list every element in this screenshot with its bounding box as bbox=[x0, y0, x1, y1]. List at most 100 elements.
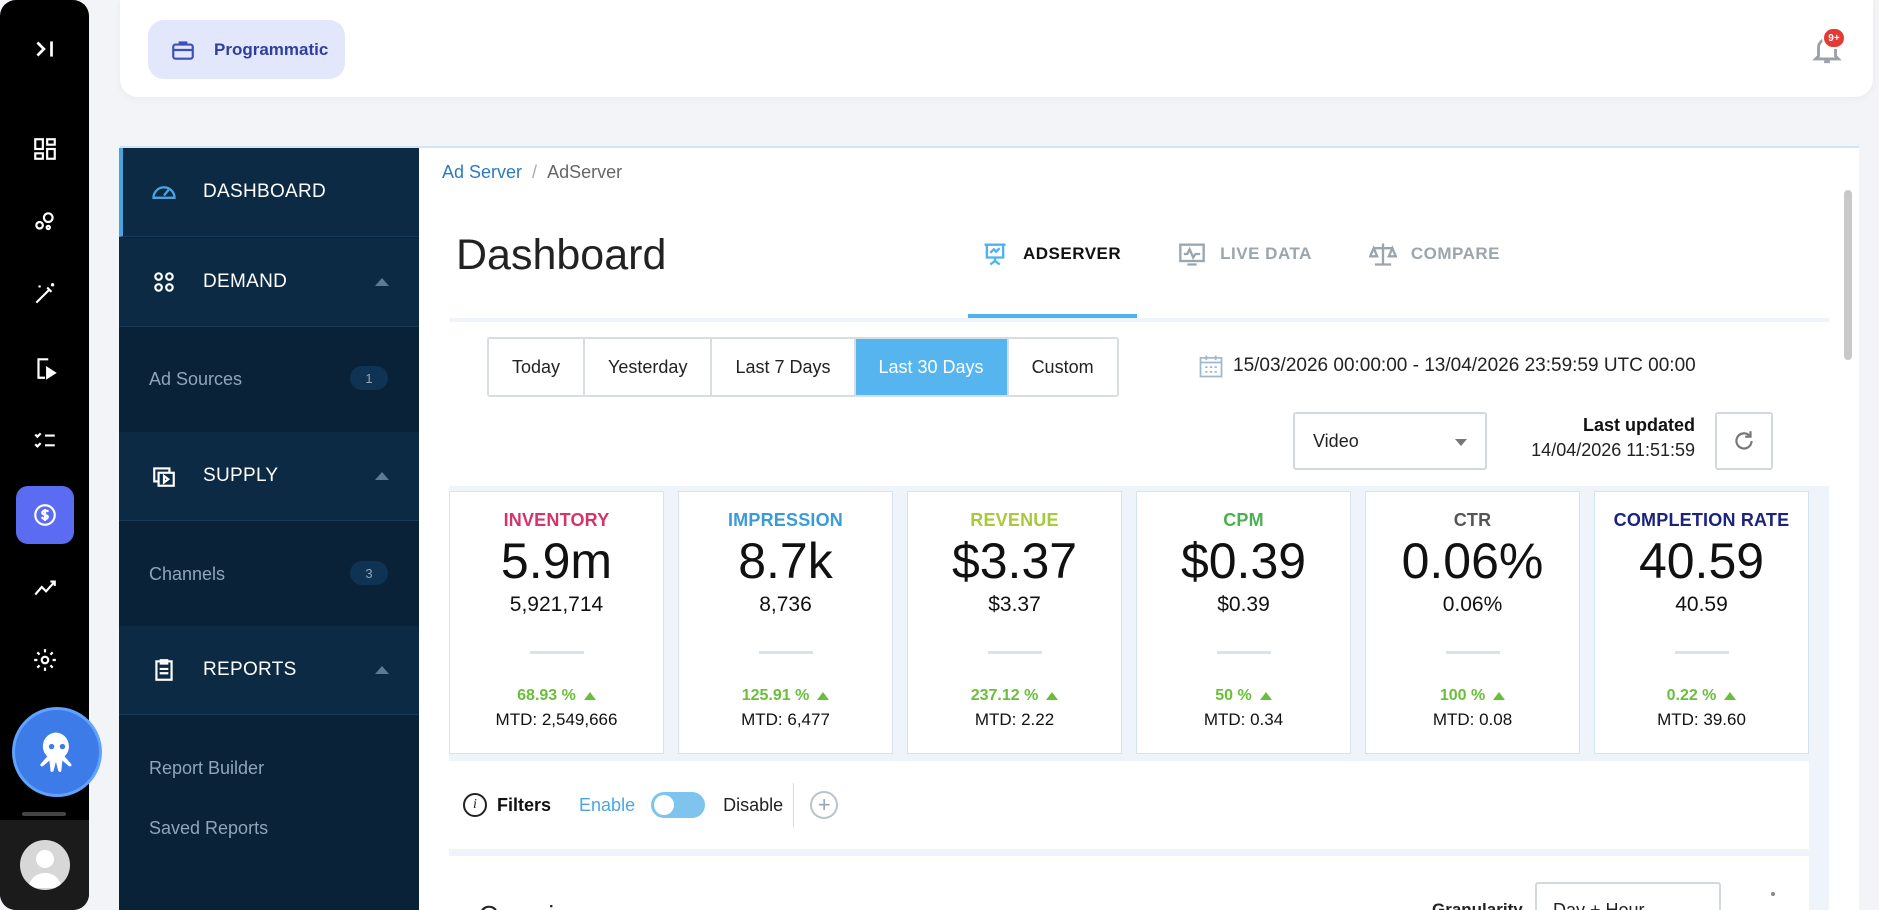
divider bbox=[529, 651, 584, 654]
arrow-up-icon bbox=[817, 692, 830, 700]
date-button-today[interactable]: Today bbox=[489, 339, 586, 395]
tab-label: COMPARE bbox=[1410, 244, 1500, 263]
scrollbar[interactable] bbox=[1844, 190, 1852, 360]
metric-card-impression[interactable]: IMPRESSION 8.7k 8,736 125.91 % MTD: 6,47… bbox=[678, 491, 893, 754]
date-range-display[interactable]: 15/03/2026 00:00:00 - 13/04/2026 23:59:5… bbox=[1197, 352, 1696, 380]
analytics-icon[interactable] bbox=[26, 568, 64, 606]
date-button-custom[interactable]: Custom bbox=[1008, 339, 1117, 395]
chevron-down-icon bbox=[1455, 439, 1467, 446]
tab-adserver[interactable]: ADSERVER bbox=[968, 238, 1138, 318]
add-filter-button[interactable]: + bbox=[810, 791, 839, 819]
gear-icon[interactable] bbox=[26, 641, 64, 679]
briefcase-icon bbox=[172, 40, 194, 60]
filters-bar: i Filters Enable Disable + bbox=[449, 761, 1809, 849]
date-button-last-7-days[interactable]: Last 7 Days bbox=[712, 339, 856, 395]
last-updated-label: Last updated bbox=[1582, 415, 1695, 435]
bubbles-icon[interactable] bbox=[26, 203, 64, 241]
metric-name: CPM bbox=[1223, 510, 1264, 530]
sidebar-item-report-builder[interactable]: Report Builder bbox=[149, 758, 265, 778]
metric-exact-value: $3.37 bbox=[988, 593, 1041, 616]
date-button-yesterday[interactable]: Yesterday bbox=[585, 339, 713, 395]
dollar-icon[interactable] bbox=[16, 486, 74, 544]
tab-compare[interactable]: COMPARE bbox=[1356, 238, 1516, 318]
metric-cards: INVENTORY 5.9m 5,921,714 68.93 % MTD: 2,… bbox=[449, 491, 1809, 754]
filters-disable-label[interactable]: Disable bbox=[723, 794, 784, 815]
sidebar-item-channels[interactable]: Channels bbox=[149, 564, 226, 584]
sidebar-item-ad-sources[interactable]: Ad Sources bbox=[149, 369, 243, 389]
divider bbox=[793, 783, 795, 827]
tab-label: LIVE DATA bbox=[1220, 244, 1312, 263]
arrow-up-icon bbox=[1493, 692, 1506, 700]
metric-change-value: 125.91 % bbox=[741, 687, 810, 704]
chevron-up-icon bbox=[375, 278, 389, 286]
magic-wand-icon[interactable] bbox=[26, 275, 64, 313]
divider bbox=[1445, 651, 1500, 654]
metric-mtd: MTD: 39.60 bbox=[1657, 710, 1746, 729]
product-label: Programmatic bbox=[214, 39, 329, 59]
dashboard-grid-icon[interactable] bbox=[26, 130, 64, 168]
breadcrumb-separator: / bbox=[532, 162, 538, 182]
content-top-border bbox=[120, 146, 1859, 148]
breadcrumb-current: AdServer bbox=[547, 162, 623, 182]
rail-divider bbox=[22, 812, 66, 816]
granularity-label: Granularity bbox=[1432, 900, 1523, 910]
arrow-up-icon bbox=[1724, 692, 1737, 700]
metric-name: INVENTORY bbox=[503, 510, 610, 530]
refresh-icon bbox=[1735, 431, 1753, 450]
metric-mtd: MTD: 0.08 bbox=[1432, 710, 1513, 729]
metric-change-value: 0.22 % bbox=[1666, 687, 1717, 704]
metric-change: 237.12 % bbox=[908, 687, 1121, 705]
arrow-up-icon bbox=[583, 692, 596, 700]
date-button-last-30-days[interactable]: Last 30 Days bbox=[855, 339, 1009, 395]
avatar[interactable] bbox=[20, 840, 70, 890]
granularity-value: Day + Hour bbox=[1553, 900, 1645, 910]
collapse-icon[interactable] bbox=[26, 30, 64, 68]
metric-card-completion-rate[interactable]: COMPLETION RATE 40.59 40.59 0.22 % MTD: … bbox=[1594, 491, 1809, 754]
metric-value: $0.39 bbox=[1180, 533, 1307, 589]
date-range-text: 15/03/2026 00:00:00 - 13/04/2026 23:59:5… bbox=[1233, 355, 1696, 376]
filters-enable-label[interactable]: Enable bbox=[579, 794, 636, 815]
filters-toggle[interactable] bbox=[651, 792, 706, 818]
metric-value: 8.7k bbox=[738, 533, 833, 589]
top-header: Programmatic 9+ bbox=[120, 0, 1873, 97]
media-type-select[interactable]: Video bbox=[1293, 412, 1487, 470]
media-type-value: Video bbox=[1313, 430, 1359, 451]
count-badge: 1 bbox=[350, 366, 388, 390]
granularity-select[interactable]: Day + Hour bbox=[1535, 882, 1721, 910]
checklist-icon[interactable] bbox=[26, 422, 64, 460]
metric-change-value: 237.12 % bbox=[970, 687, 1039, 704]
metric-name: IMPRESSION bbox=[727, 510, 844, 530]
tab-live-data[interactable]: LIVE DATA bbox=[1165, 238, 1328, 318]
metric-card-inventory[interactable]: INVENTORY 5.9m 5,921,714 68.93 % MTD: 2,… bbox=[449, 491, 664, 754]
divider bbox=[1216, 651, 1271, 654]
sidebar-item-supply[interactable]: SUPPLY bbox=[119, 432, 419, 521]
last-updated-value: 14/04/2026 11:51:59 bbox=[1531, 440, 1695, 460]
divider bbox=[1674, 651, 1729, 654]
sidebar-item-reports[interactable]: REPORTS bbox=[119, 626, 419, 715]
octopus-assistant-icon[interactable] bbox=[12, 707, 102, 797]
metric-card-ctr[interactable]: CTR 0.06% 0.06% 100 % MTD: 0.08 bbox=[1365, 491, 1580, 754]
metric-mtd: MTD: 2,549,666 bbox=[495, 710, 618, 729]
page-title: Dashboard bbox=[456, 231, 667, 279]
main-content: Ad Server / AdServer Dashboard ADSERVER LI… bbox=[419, 148, 1859, 910]
sidebar-item-demand[interactable]: DEMAND bbox=[119, 238, 419, 327]
sidebar-item-dashboard[interactable]: DASHBOARD bbox=[119, 148, 419, 237]
sidebar-item-saved-reports[interactable]: Saved Reports bbox=[149, 818, 269, 838]
info-icon[interactable]: i bbox=[463, 793, 487, 817]
product-switcher[interactable]: Programmatic bbox=[148, 20, 345, 79]
more-icon[interactable] bbox=[1771, 892, 1775, 896]
refresh-button[interactable] bbox=[1715, 412, 1773, 470]
breadcrumb-link[interactable]: Ad Server bbox=[442, 162, 523, 182]
metric-change-value: 68.93 % bbox=[517, 687, 576, 704]
date-range-buttons: Today Yesterday Last 7 Days Last 30 Days… bbox=[487, 337, 1119, 397]
metric-card-revenue[interactable]: REVENUE $3.37 $3.37 237.12 % MTD: 2.22 bbox=[907, 491, 1122, 754]
arrow-up-icon bbox=[1259, 692, 1272, 700]
mobile-play-icon[interactable] bbox=[26, 349, 64, 387]
filters-label: Filters bbox=[497, 794, 552, 815]
sidebar-item-label: DASHBOARD bbox=[203, 181, 327, 202]
metric-exact-value: 0.06% bbox=[1442, 593, 1503, 616]
metric-card-cpm[interactable]: CPM $0.39 $0.39 50 % MTD: 0.34 bbox=[1136, 491, 1351, 754]
metric-change: 100 % bbox=[1366, 687, 1579, 705]
notification-badge: 9+ bbox=[1822, 27, 1846, 49]
count-badge: 3 bbox=[350, 561, 388, 585]
